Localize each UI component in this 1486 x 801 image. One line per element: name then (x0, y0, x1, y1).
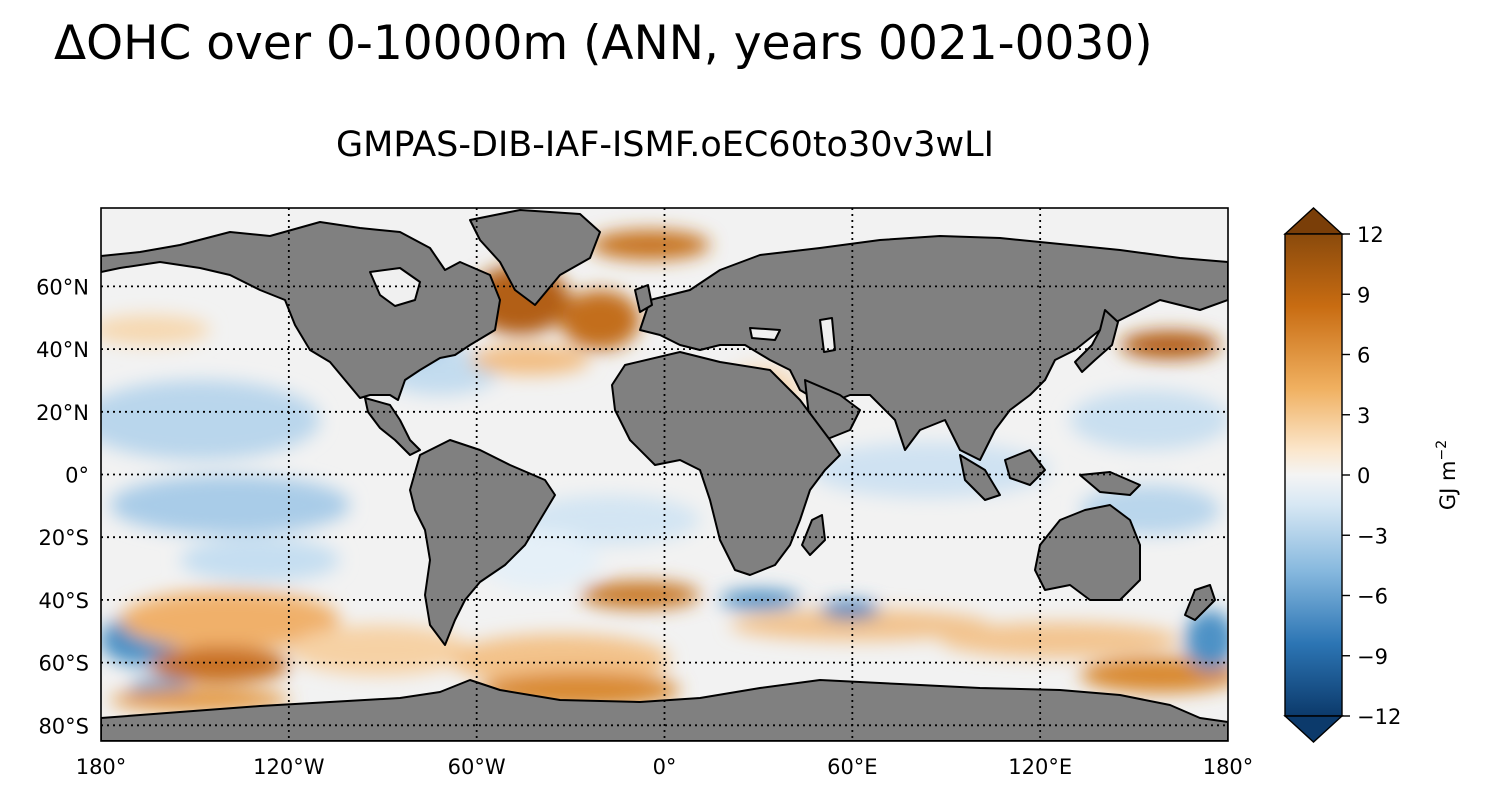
colorbar-tick-label: 6 (1357, 344, 1370, 368)
british-isles (634, 284, 653, 313)
lon-tick-label: 180° (1203, 755, 1254, 779)
lon-tick-label: 60°W (448, 755, 506, 779)
colorbar-tick-label: 12 (1357, 223, 1384, 247)
japan (1074, 309, 1119, 373)
latitude-tick-labels: 60°N 40°N 20°N 0° 20°S 40°S 60°S 80°S (36, 275, 89, 738)
colorbar-tick-label: −9 (1357, 645, 1388, 669)
colorbar-tick-label: −3 (1357, 524, 1388, 548)
colorbar-tick-label: −6 (1357, 585, 1388, 609)
new-guinea (1079, 471, 1141, 496)
lat-tick-label: 20°S (38, 526, 89, 550)
lat-tick-label: 60°S (38, 652, 89, 676)
lon-tick-label: 180° (76, 755, 127, 779)
lon-tick-label: 120°E (1008, 755, 1072, 779)
lat-tick-label: 80°S (38, 714, 89, 738)
colorbar-label: GJ m−2 (1434, 440, 1460, 510)
new-zealand (1184, 584, 1216, 621)
lon-tick-label: 0° (653, 755, 677, 779)
antarctica (101, 679, 1228, 741)
greenland (469, 209, 601, 306)
north-america (101, 221, 501, 401)
madagascar (801, 514, 826, 556)
lat-tick-label: 60°N (36, 275, 89, 299)
lat-tick-label: 40°N (36, 338, 89, 362)
colorbar-ticks: 12 9 6 3 0 −3 −6 −9 −12 (1342, 223, 1401, 729)
page-title-text: ΔOHC over 0-10000m (ANN, years 0021-0030… (54, 16, 1153, 71)
colorbar-tick-label: 9 (1357, 283, 1370, 307)
colorbar-extend-min (1283, 715, 1344, 743)
lat-tick-label: 0° (65, 464, 89, 488)
map-subtitle: GMPAS-DIB-IAF-ISMF.oEC60to30v3wLI (336, 125, 994, 165)
africa (611, 351, 841, 576)
colorbar-body (1284, 233, 1343, 717)
map-gridlines (101, 208, 1228, 741)
colorbar-label-exponent: −2 (1434, 440, 1450, 461)
longitude-tick-labels: 180° 120°W 60°W 0° 60°E 120°E 180° (76, 755, 1254, 779)
lat-tick-label: 40°S (38, 589, 89, 613)
colorbar: 12 9 6 3 0 −3 −6 −9 −12 GJ m−2 (1283, 207, 1460, 743)
south-america (409, 439, 556, 646)
eurasia (639, 235, 1228, 461)
colorbar-tick-label: 0 (1357, 464, 1370, 488)
caspian-black-sea (749, 317, 836, 353)
colorbar-extend-max (1283, 207, 1344, 235)
lon-tick-label: 60°E (827, 755, 878, 779)
colorbar-tick-label: −12 (1357, 705, 1401, 729)
map-frame (100, 207, 1229, 742)
lat-tick-label: 20°N (36, 401, 89, 425)
land-masses (101, 209, 1228, 741)
lon-tick-label: 120°W (253, 755, 325, 779)
australia (1034, 504, 1141, 601)
colorbar-tick-label: 3 (1357, 404, 1370, 428)
borneo-sumatra (959, 449, 1046, 501)
